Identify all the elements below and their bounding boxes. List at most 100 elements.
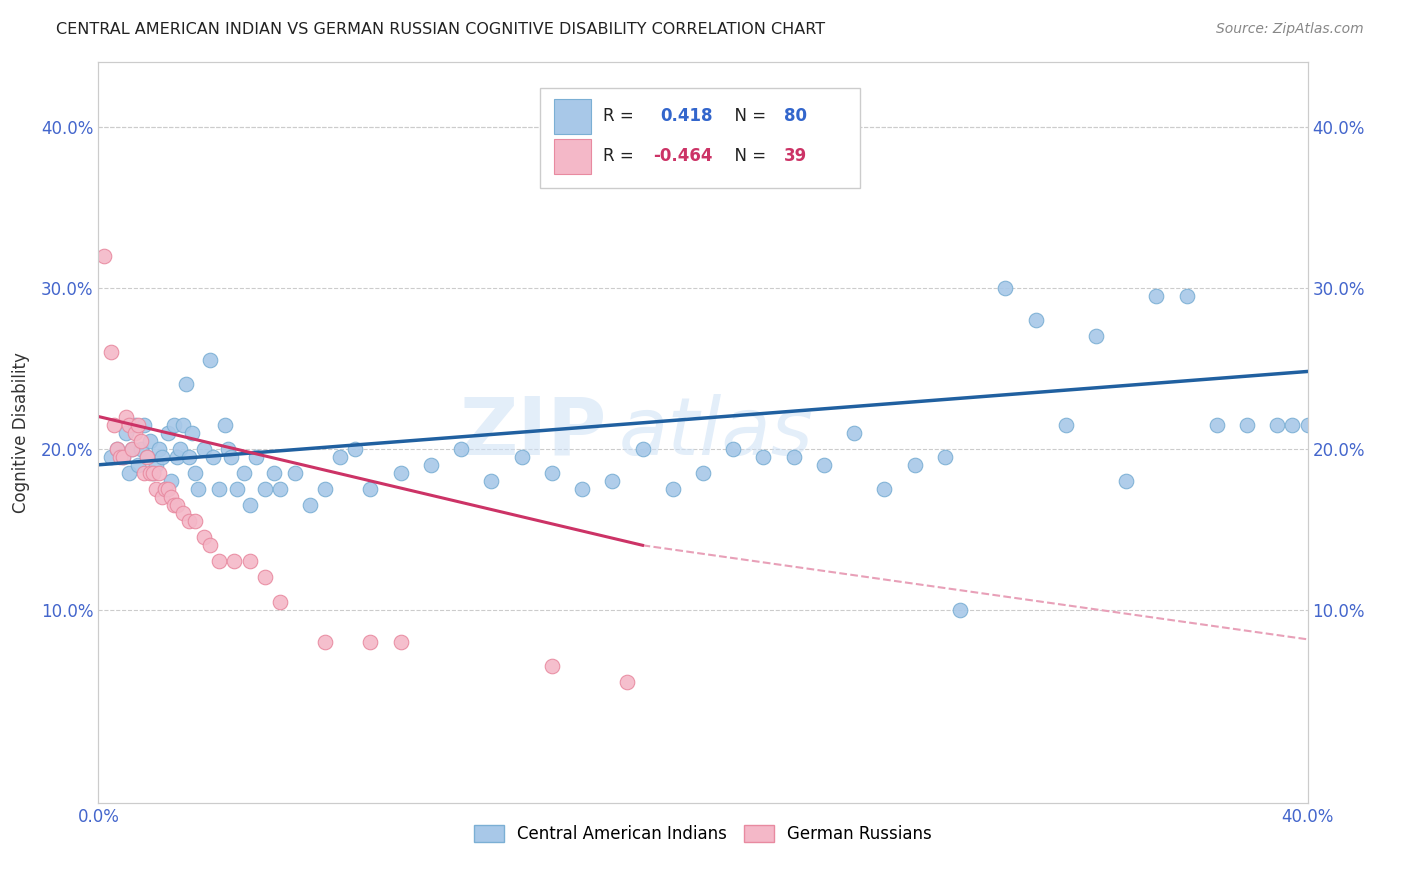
Point: [221, 450, 243, 464]
Text: N =: N =: [724, 147, 770, 165]
Point: [540, 659, 562, 673]
Point: [124, 417, 146, 432]
Point: [105, 442, 128, 456]
Point: [813, 458, 835, 472]
Point: [166, 498, 188, 512]
Point: [172, 417, 194, 432]
Point: [224, 554, 246, 568]
Point: [263, 466, 285, 480]
Point: [934, 450, 956, 464]
Point: [160, 490, 183, 504]
Point: [114, 409, 136, 424]
Point: [1281, 417, 1303, 432]
Point: [153, 482, 176, 496]
Point: [148, 442, 170, 456]
Point: [253, 482, 276, 496]
Point: [1175, 289, 1198, 303]
Point: [1267, 417, 1289, 432]
Point: [616, 675, 638, 690]
Point: [145, 458, 167, 472]
Text: R =: R =: [603, 108, 644, 126]
Point: [139, 434, 162, 448]
Point: [121, 442, 143, 456]
Point: [481, 474, 503, 488]
Point: [208, 554, 231, 568]
Point: [873, 482, 896, 496]
Text: R =: R =: [603, 147, 638, 165]
Point: [148, 466, 170, 480]
Point: [187, 482, 209, 496]
Text: N =: N =: [724, 108, 770, 126]
Point: [1296, 417, 1319, 432]
Point: [181, 425, 204, 440]
FancyBboxPatch shape: [554, 138, 591, 174]
Point: [184, 466, 207, 480]
Point: [169, 442, 191, 456]
Point: [245, 450, 267, 464]
Point: [200, 353, 222, 368]
Point: [752, 450, 775, 464]
Point: [111, 450, 134, 464]
Point: [118, 466, 141, 480]
Point: [450, 442, 472, 456]
Point: [389, 466, 412, 480]
Point: [571, 482, 593, 496]
Text: -0.464: -0.464: [654, 147, 713, 165]
Point: [145, 482, 167, 496]
Point: [602, 474, 624, 488]
Point: [540, 466, 562, 480]
Point: [510, 450, 533, 464]
Point: [329, 450, 352, 464]
Point: [156, 482, 179, 496]
Point: [129, 442, 152, 456]
Point: [172, 506, 194, 520]
Point: [226, 482, 249, 496]
Point: [692, 466, 714, 480]
Text: 0.418: 0.418: [661, 108, 713, 126]
Point: [150, 450, 173, 464]
Point: [163, 417, 186, 432]
Y-axis label: Cognitive Disability: Cognitive Disability: [11, 352, 30, 513]
Point: [232, 466, 254, 480]
Point: [121, 442, 143, 456]
Point: [124, 425, 146, 440]
Point: [184, 514, 207, 528]
Point: [132, 466, 155, 480]
Point: [844, 425, 866, 440]
Point: [1085, 329, 1108, 343]
Text: ZIP: ZIP: [458, 393, 606, 472]
Point: [105, 442, 128, 456]
Point: [360, 635, 382, 649]
FancyBboxPatch shape: [540, 88, 860, 188]
Point: [129, 434, 152, 448]
Point: [1024, 313, 1046, 327]
Point: [420, 458, 443, 472]
Point: [179, 514, 201, 528]
Point: [631, 442, 654, 456]
Point: [200, 538, 222, 552]
Point: [314, 635, 336, 649]
FancyBboxPatch shape: [554, 99, 591, 135]
Point: [166, 450, 188, 464]
Point: [239, 498, 262, 512]
Point: [174, 377, 197, 392]
Point: [142, 466, 165, 480]
Point: [217, 442, 239, 456]
Point: [127, 417, 149, 432]
Text: 39: 39: [785, 147, 807, 165]
Point: [160, 474, 183, 488]
Point: [253, 570, 276, 584]
Point: [723, 442, 745, 456]
Point: [150, 490, 173, 504]
Point: [111, 450, 134, 464]
Point: [103, 417, 125, 432]
Point: [389, 635, 412, 649]
Point: [1054, 417, 1077, 432]
Point: [214, 417, 236, 432]
Point: [1236, 417, 1258, 432]
Point: [360, 482, 382, 496]
Point: [314, 482, 336, 496]
Point: [269, 594, 291, 608]
Point: [118, 417, 141, 432]
Point: [994, 281, 1017, 295]
